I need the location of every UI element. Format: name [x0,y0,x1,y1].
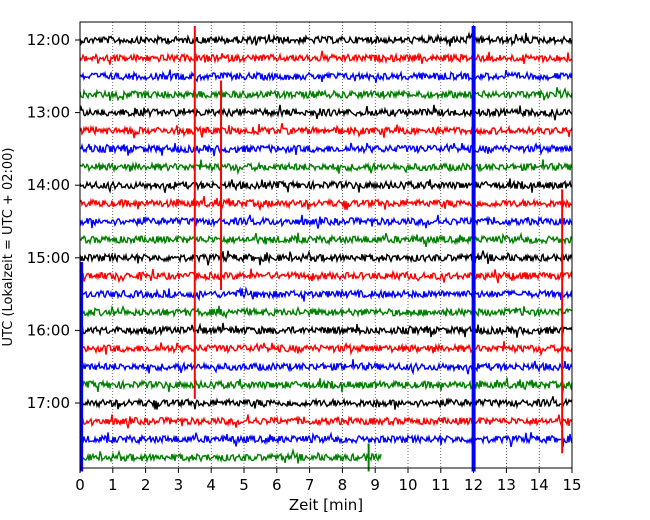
y-axis-ticks: 12:00 13:00 14:00 15:00 16:00 17:00 [27,31,80,412]
plot-frame [79,21,573,469]
x-tick-label: 3 [174,476,184,494]
y-axis-label: UTC (Lokalzeit = UTC + 02:00) [1,148,16,347]
x-axis-ticks: 0 1 2 3 4 5 6 7 8 9 10 11 12 13 14 15 [75,468,582,494]
y-tick-label: 14:00 [27,176,70,194]
x-axis-label: Zeit [min] [289,496,363,514]
trace-row [79,122,573,139]
trace-row [79,159,573,176]
trace-row [79,304,573,320]
y-tick-label: 15:00 [27,249,70,267]
x-tick-label: 0 [75,476,85,494]
x-tick-label: 12 [464,476,483,494]
x-tick-label: 2 [141,476,151,494]
trace-row [79,195,573,212]
trace-row [79,178,573,194]
trace-row [79,414,573,429]
trace-row [79,341,573,357]
trace-row [79,104,573,121]
trace-row [79,249,573,266]
trace-row [79,50,573,65]
trace-row [79,396,573,410]
trace-row [79,431,573,448]
x-tick-label: 6 [272,476,282,494]
x-tick-label: 5 [239,476,249,494]
x-tick-label: 11 [431,476,450,494]
trace-row [79,231,573,248]
y-tick-label: 16:00 [27,321,70,339]
y-tick-label: 13:00 [27,104,70,122]
x-tick-label: 9 [370,476,380,494]
trace-row [79,31,573,47]
trace-row [79,359,573,376]
trace-row [79,142,573,157]
y-tick-label: 12:00 [27,31,70,49]
trace-row [79,87,573,102]
x-tick-label: 8 [338,476,348,494]
trace-row [79,69,573,83]
trace-row [79,268,573,284]
grid [112,22,540,468]
y-tick-label: 17:00 [27,394,70,412]
x-tick-label: 7 [305,476,315,494]
x-tick-label: 13 [497,476,516,494]
trace-row [79,377,573,393]
x-tick-label: 15 [562,476,581,494]
traces [79,31,573,464]
trace-row [79,322,573,338]
x-tick-label: 10 [398,476,417,494]
trace-row [79,286,573,302]
trace-row [79,214,573,229]
x-tick-label: 14 [530,476,549,494]
x-tick-label: 1 [108,476,118,494]
trace-row [79,447,382,464]
x-tick-label: 4 [206,476,216,494]
event-spikes [80,26,564,472]
